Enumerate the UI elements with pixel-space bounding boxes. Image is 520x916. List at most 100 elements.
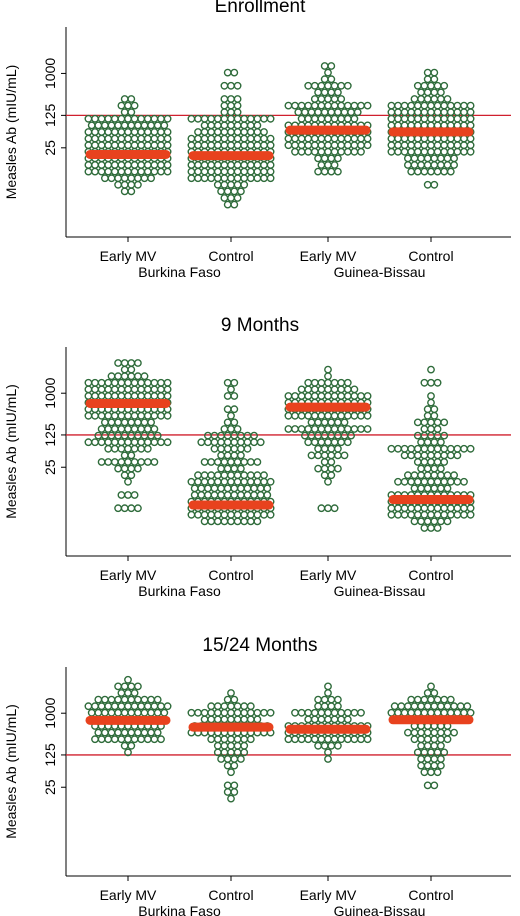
data-point	[127, 451, 136, 460]
data-point	[420, 451, 429, 460]
y-tick-label: 1000	[42, 697, 58, 728]
series-3-points	[284, 62, 372, 176]
data-point	[460, 114, 468, 123]
data-point	[433, 81, 442, 90]
data-point	[436, 464, 445, 473]
chart-panel-3: 15/24 Months Measles Ab (mIU/mL) 25 125 1000…	[3, 635, 511, 916]
data-point	[120, 365, 129, 374]
data-point	[407, 114, 416, 123]
data-point	[304, 134, 313, 143]
data-point	[101, 121, 109, 130]
data-point	[394, 477, 402, 486]
data-point	[436, 702, 445, 711]
data-point	[430, 464, 439, 473]
data-point	[124, 735, 132, 744]
data-point	[246, 735, 255, 744]
data-point	[130, 689, 139, 697]
data-point	[266, 477, 275, 486]
data-point	[104, 735, 113, 744]
data-point	[310, 81, 319, 90]
data-point	[420, 431, 429, 440]
data-point	[310, 735, 319, 744]
data-point	[94, 708, 103, 717]
data-point	[307, 108, 316, 117]
data-point	[124, 378, 132, 387]
data-point	[394, 114, 402, 123]
data-point	[107, 372, 116, 381]
data-point	[343, 425, 352, 433]
data-point	[187, 167, 196, 176]
data-point	[127, 741, 136, 750]
data-point	[240, 174, 249, 183]
data-point	[97, 141, 106, 150]
data-point	[246, 471, 255, 480]
data-point	[133, 504, 142, 513]
data-point	[453, 147, 462, 156]
data-point	[403, 154, 412, 163]
data-point	[423, 161, 432, 169]
data-point	[133, 708, 142, 717]
data-point	[430, 735, 439, 744]
data-point	[143, 444, 152, 453]
data-point	[101, 431, 109, 440]
data-point	[130, 141, 139, 150]
data-point	[194, 141, 202, 150]
data-point	[150, 385, 159, 394]
data-point	[400, 477, 409, 486]
data-point	[440, 81, 449, 90]
y-axis-label: Measles Ab (mIU/mL)	[3, 65, 19, 200]
data-point	[466, 141, 475, 150]
data-point	[433, 510, 442, 519]
data-point	[330, 101, 339, 110]
data-point	[284, 411, 293, 420]
data-point	[240, 114, 249, 123]
data-point	[233, 477, 242, 486]
data-point	[430, 781, 439, 790]
data-point	[217, 438, 226, 447]
data-point	[337, 114, 346, 123]
data-point	[213, 477, 222, 486]
data-point	[466, 504, 475, 513]
data-point	[137, 392, 146, 400]
data-point	[246, 458, 255, 466]
data-point	[163, 114, 172, 123]
data-point	[140, 372, 149, 381]
data-point	[363, 425, 372, 433]
data-point	[337, 134, 346, 143]
data-point	[324, 708, 332, 717]
data-point	[291, 101, 299, 110]
data-point	[427, 431, 435, 440]
data-point	[440, 114, 449, 123]
data-point	[114, 728, 123, 737]
data-point	[256, 484, 265, 493]
data-point	[150, 114, 159, 123]
y-tick-label: 1000	[42, 377, 58, 408]
data-point	[314, 154, 322, 163]
data-point	[223, 788, 232, 796]
data-point	[423, 75, 432, 84]
data-point	[324, 95, 332, 103]
data-point	[423, 95, 432, 103]
data-point	[137, 128, 146, 136]
data-point	[320, 154, 329, 163]
data-point	[163, 702, 172, 711]
data-point	[240, 121, 249, 130]
data-point	[227, 689, 235, 697]
data-point	[420, 504, 429, 513]
data-point	[337, 81, 346, 90]
data-point	[291, 392, 299, 400]
data-point	[337, 715, 346, 724]
data-point	[324, 689, 332, 697]
data-point	[433, 101, 442, 110]
data-point	[333, 702, 342, 711]
data-point	[114, 504, 123, 513]
data-point	[420, 147, 429, 156]
data-point	[407, 477, 416, 486]
data-point	[440, 167, 449, 176]
data-point	[97, 385, 106, 394]
data-point	[120, 695, 129, 704]
data-point	[400, 510, 409, 519]
data-point	[327, 458, 336, 466]
data-point	[330, 134, 339, 143]
data-point	[363, 101, 372, 110]
